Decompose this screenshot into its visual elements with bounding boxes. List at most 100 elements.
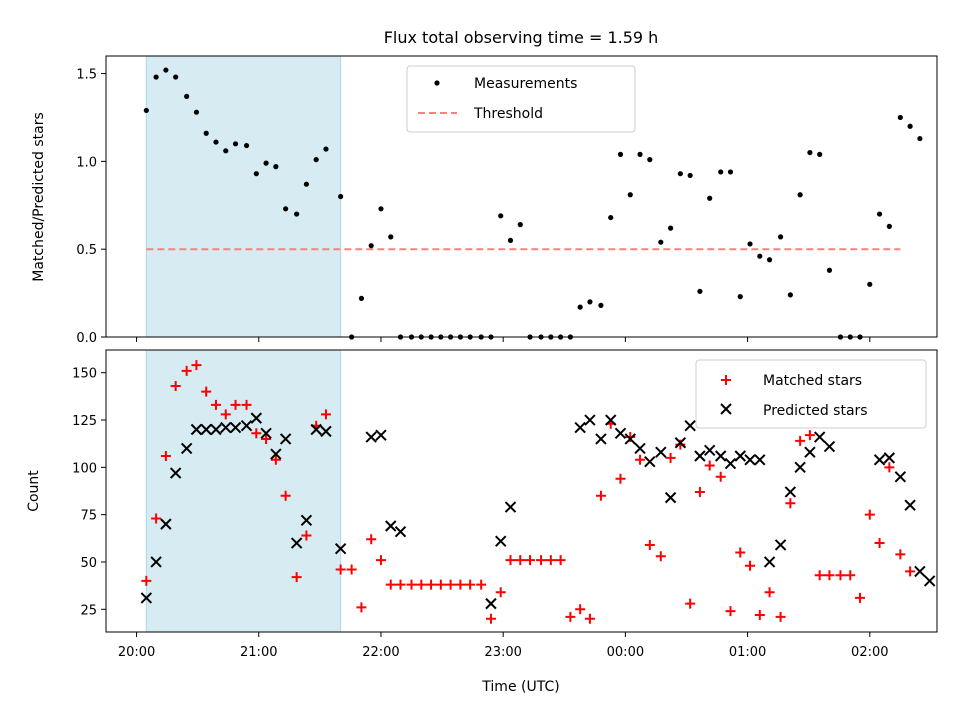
predicted-star-point [584,414,596,426]
predicted-star-point [744,454,756,466]
matched-star-point [495,587,506,598]
measurement-point [737,294,743,300]
predicted-star-point [644,455,656,468]
matched-star-point [141,575,152,586]
measurement-point [577,304,583,310]
legend-measurement-marker [434,80,440,86]
predicted-star-point [794,461,806,474]
measurement-point [627,192,633,198]
x-tick-label: 20:00 [118,645,155,660]
measurement-point [766,257,773,263]
measurement-point [294,211,300,217]
predicted-star-point [200,423,212,436]
matched-star-point [704,460,715,471]
measurement-point [388,234,394,240]
matched-star-point [725,606,736,617]
predicted-star-point [763,556,776,568]
matched-star-point [445,579,456,590]
predicted-star-point [655,446,667,458]
measurement-point [303,181,310,187]
predicted-star-point [804,446,816,458]
matched-star-point [301,530,312,541]
measurement-point [757,253,763,259]
legend-measurements-label: Measurements [474,76,577,92]
x-tick-label: 22:00 [362,645,399,660]
matched-star-point [555,555,566,566]
predicted-star-point [375,429,387,441]
predicted-star-point [290,537,303,549]
matched-star-point [366,534,377,545]
matched-star-point [151,513,162,524]
predicted-star-point [774,539,787,551]
y-tick-label: 1.5 [76,68,97,83]
matched-star-point [644,539,655,550]
predicted-star-point [904,499,916,511]
predicted-star-point [823,440,836,453]
matched-star-point [635,454,646,465]
predicted-star-point [754,454,766,466]
legend-box [695,359,927,429]
predicted-star-point [634,442,646,455]
matched-star-point [241,399,252,410]
y-tick-label: 100 [72,461,97,476]
matched-star-point [426,579,437,590]
matched-star-point [455,579,466,590]
x-tick-label: 23:00 [484,645,521,660]
matched-star-point [685,598,696,609]
predicted-star-point [270,448,282,460]
predicted-star-point [703,444,716,457]
measurement-point [283,206,289,212]
measurement-point [667,225,674,231]
predicted-star-point [784,486,797,498]
measurement-point [368,243,374,249]
measurement-point [677,171,683,177]
matched-star-point [884,462,895,473]
matched-star-point [291,572,302,583]
matched-star-point [435,579,446,590]
measurement-point [517,222,523,228]
y-axis-label: Count [26,470,42,512]
matched-star-point [230,399,241,410]
predicted-star-point [180,442,193,455]
predicted-star-point [894,471,907,483]
predicted-star-point [220,421,232,434]
measurement-point [498,213,504,219]
y-tick-label: 125 [72,414,97,429]
predicted-star-point [240,419,253,432]
measurement-point [687,172,693,179]
x-axis-label: Time (UTC) [481,679,559,695]
matched-star-point [694,486,705,497]
measurement-point [617,151,624,157]
matched-star-point [625,432,636,443]
predicted-star-point [595,433,607,445]
predicted-star-point [394,525,407,538]
matched-star-point [515,555,526,566]
legend-box [406,65,636,133]
matched-star-point [505,555,516,566]
matched-star-point [795,435,806,446]
y-tick-label: 75 [80,509,97,524]
measurement-point [243,142,250,149]
predicted-star-point [813,431,826,443]
x-tick-label: 01:00 [729,645,766,660]
matched-star-point [855,592,866,603]
measurement-point [263,160,269,166]
measurement-point [907,123,913,129]
measurement-point [587,299,593,305]
matched-star-point [665,452,676,463]
x-tick-label: 00:00 [607,645,644,660]
matched-star-point [545,555,556,566]
measurement-point [184,93,190,99]
matched-star-point [565,611,576,622]
matched-star-point [356,602,367,613]
matched-star-point [395,579,406,590]
matched-star-point [201,386,212,397]
matched-star-point [220,409,231,420]
matched-star-point [775,611,786,622]
matched-star-point [476,579,487,590]
measurement-point [747,241,753,247]
measurement-point [787,292,793,298]
predicted-star-point [914,565,926,578]
matched-star-point [485,613,496,624]
